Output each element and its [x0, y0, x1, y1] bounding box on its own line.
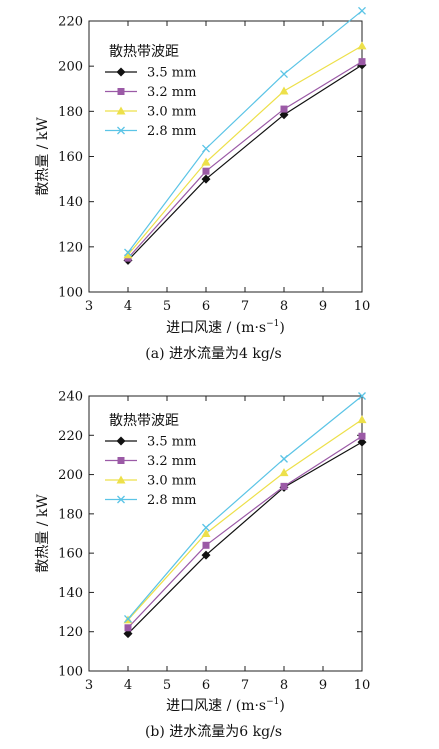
x-tick-label: 5: [163, 678, 171, 693]
y-tick-label: 160: [58, 150, 83, 165]
data-point-triangle: [201, 157, 211, 166]
data-point-square: [358, 432, 366, 440]
legend-marker-diamond: [116, 436, 126, 446]
legend-label: 3.5 mm: [147, 435, 196, 450]
series-line-diamond: [127, 64, 363, 261]
chart-caption: (a) 进水流量为4 kg/s: [145, 346, 281, 362]
legend-label: 3.2 mm: [147, 85, 196, 100]
legend-marker-triangle: [116, 106, 126, 115]
data-point-triangle: [279, 86, 289, 95]
legend-marker-square: [117, 457, 125, 464]
y-tick-label: 100: [58, 665, 83, 680]
y-tick-label: 180: [58, 105, 83, 120]
data-point-triangle: [201, 529, 211, 537]
y-tick-label: 240: [58, 390, 83, 405]
data-point-triangle: [357, 41, 367, 50]
y-tick-label: 140: [58, 195, 83, 210]
data-point-x: [202, 144, 210, 153]
chart-b: 3 4 5 6 7 8 9 10 100 120 140 160 180 200 220 240 散热带波距 3.…: [35, 390, 370, 741]
data-point-square: [124, 624, 132, 632]
legend-title: 散热带波距: [109, 44, 179, 60]
y-tick-label: 100: [58, 286, 83, 301]
series-line-x: [127, 10, 363, 253]
data-point-x: [358, 6, 366, 15]
data-point-x: [358, 392, 366, 400]
data-point-square: [202, 541, 210, 549]
y-axis-title: 散热量 / kW: [35, 494, 51, 573]
legend-label: 3.0 mm: [147, 474, 196, 489]
chart-a: 3 4 5 6 7 8 9 10 100 120 140 160 180 200 220 散热带波距 3.5 m…: [35, 6, 371, 362]
x-tick-label: 3: [85, 678, 93, 693]
legend-marker-triangle: [116, 475, 126, 484]
series-line-x: [127, 395, 363, 620]
x-tick-label: 6: [202, 678, 210, 693]
data-point-x: [124, 248, 132, 257]
x-tick-label: 10: [354, 299, 371, 314]
series-line-triangle: [127, 45, 363, 256]
legend-label: 2.8 mm: [147, 493, 196, 508]
x-tick-label: 8: [280, 678, 288, 693]
legend-label: 3.5 mm: [147, 66, 196, 81]
x-axis-title: 进口风速 / (m·s−1): [166, 697, 285, 714]
legend-label: 3.2 mm: [147, 454, 196, 469]
y-tick-label: 120: [58, 240, 83, 255]
y-tick-label: 200: [58, 60, 83, 75]
y-tick-label: 220: [58, 429, 83, 444]
y-tick-label: 160: [58, 547, 83, 562]
x-axis-title: 进口风速 / (m·s−1): [166, 319, 285, 336]
legend-marker-x: [117, 495, 125, 504]
legend-label: 3.0 mm: [147, 105, 196, 120]
x-tick-label: 5: [163, 299, 171, 314]
data-point-diamond: [201, 174, 211, 184]
legend-label: 2.8 mm: [147, 124, 196, 139]
data-point-x: [124, 614, 132, 623]
x-tick-label: 7: [241, 678, 249, 693]
x-tick-label: 9: [319, 299, 327, 314]
x-tick-label: 4: [124, 299, 132, 314]
series-line-diamond: [127, 441, 363, 635]
legend-title: 散热带波距: [109, 413, 179, 429]
series-line-square: [127, 61, 363, 259]
data-point-diamond: [357, 437, 367, 447]
y-tick-label: 120: [58, 625, 83, 640]
legend-marker-x: [117, 126, 125, 135]
data-point-square: [202, 167, 210, 175]
x-tick-label: 6: [202, 299, 210, 314]
data-point-triangle: [357, 415, 367, 424]
data-point-triangle: [279, 468, 289, 477]
plot-frame: [88, 395, 363, 672]
x-tick-label: 9: [319, 678, 327, 693]
chart-caption: (b) 进水流量为6 kg/s: [145, 724, 282, 740]
data-point-x: [280, 70, 288, 79]
series-line-triangle: [127, 419, 363, 621]
y-axis-title: 散热量 / kW: [35, 117, 51, 196]
data-point-x: [280, 454, 288, 463]
y-tick-label: 220: [58, 15, 83, 30]
x-tick-label: 3: [85, 299, 93, 314]
data-point-square: [358, 58, 366, 66]
data-point-square: [280, 105, 288, 113]
legend-marker-square: [117, 88, 125, 95]
series-line-square: [127, 435, 363, 629]
data-point-x: [202, 523, 210, 532]
data-point-diamond: [123, 629, 133, 639]
x-tick-label: 4: [124, 678, 132, 693]
y-tick-label: 200: [58, 468, 83, 483]
data-point-triangle: [123, 250, 133, 259]
data-point-diamond: [201, 550, 211, 560]
legend-marker-diamond: [116, 67, 126, 77]
y-tick-label: 140: [58, 586, 83, 601]
x-tick-label: 8: [280, 299, 288, 314]
y-tick-label: 180: [58, 507, 83, 522]
x-tick-label: 7: [241, 299, 249, 314]
data-point-square: [280, 482, 288, 490]
x-tick-label: 10: [354, 678, 371, 693]
